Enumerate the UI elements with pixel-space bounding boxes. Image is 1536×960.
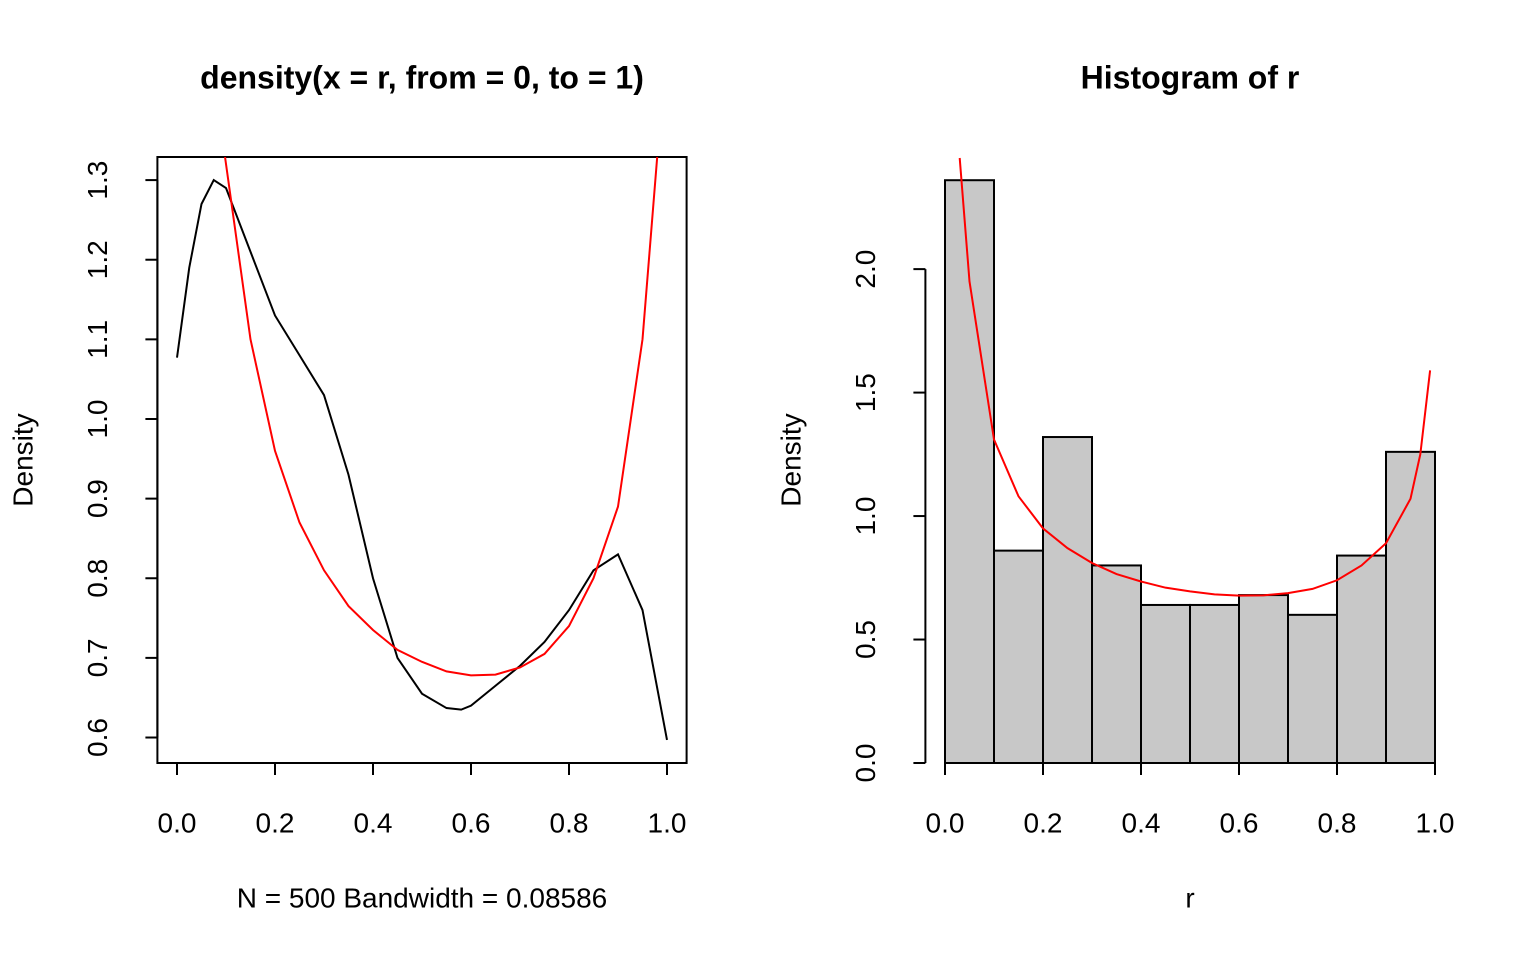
bar — [1140, 603, 1191, 764]
bar — [1336, 554, 1387, 765]
x-tick-label: 0.0 — [926, 807, 965, 838]
y-tick-label: 1.2 — [82, 240, 113, 279]
y-tick-label: 2.0 — [850, 250, 881, 289]
bar — [1189, 603, 1240, 764]
density-line — [176, 178, 668, 741]
y-tick-label: 0.6 — [82, 718, 113, 757]
y-tick-label: 0.5 — [850, 620, 881, 659]
y-axis-label: Density — [775, 413, 806, 506]
y-tick-label: 0.0 — [850, 744, 881, 783]
y-tick-label: 1.5 — [850, 373, 881, 412]
density-line — [958, 157, 1432, 597]
y-tick-label: 0.7 — [82, 638, 113, 677]
y-tick-label: 1.3 — [82, 161, 113, 200]
y-tick-label: 1.0 — [82, 400, 113, 439]
chart-title: Histogram of r — [1081, 59, 1300, 95]
y-tick-label: 0.9 — [82, 479, 113, 518]
bar — [1042, 436, 1093, 764]
x-tick-label: 0.2 — [1024, 807, 1063, 838]
density-line — [224, 157, 659, 677]
bar — [1287, 613, 1338, 764]
x-tick-label: 0.4 — [354, 807, 393, 838]
bar — [993, 549, 1044, 764]
x-axis-label: N = 500 Bandwidth = 0.08586 — [237, 882, 608, 913]
x-tick-label: 1.0 — [1416, 807, 1455, 838]
x-tick-label: 0.0 — [158, 807, 197, 838]
x-tick-label: 0.2 — [256, 807, 295, 838]
x-axis-label: r — [1185, 882, 1194, 913]
y-axis-label: Density — [7, 413, 38, 506]
y-tick-label: 0.8 — [82, 559, 113, 598]
x-tick-label: 0.4 — [1122, 807, 1161, 838]
x-tick-label: 1.0 — [648, 807, 687, 838]
y-tick-label: 1.1 — [82, 320, 113, 359]
bar — [1385, 450, 1436, 764]
bar — [1091, 564, 1142, 765]
x-tick-label: 0.6 — [452, 807, 491, 838]
chart-title: density(x = r, from = 0, to = 1) — [200, 59, 644, 95]
bar — [944, 179, 995, 764]
x-tick-label: 0.6 — [1220, 807, 1259, 838]
bar — [1238, 594, 1289, 764]
y-tick-label: 1.0 — [850, 497, 881, 536]
x-tick-label: 0.8 — [550, 807, 589, 838]
x-tick-label: 0.8 — [1318, 807, 1357, 838]
plot-box — [156, 156, 688, 764]
